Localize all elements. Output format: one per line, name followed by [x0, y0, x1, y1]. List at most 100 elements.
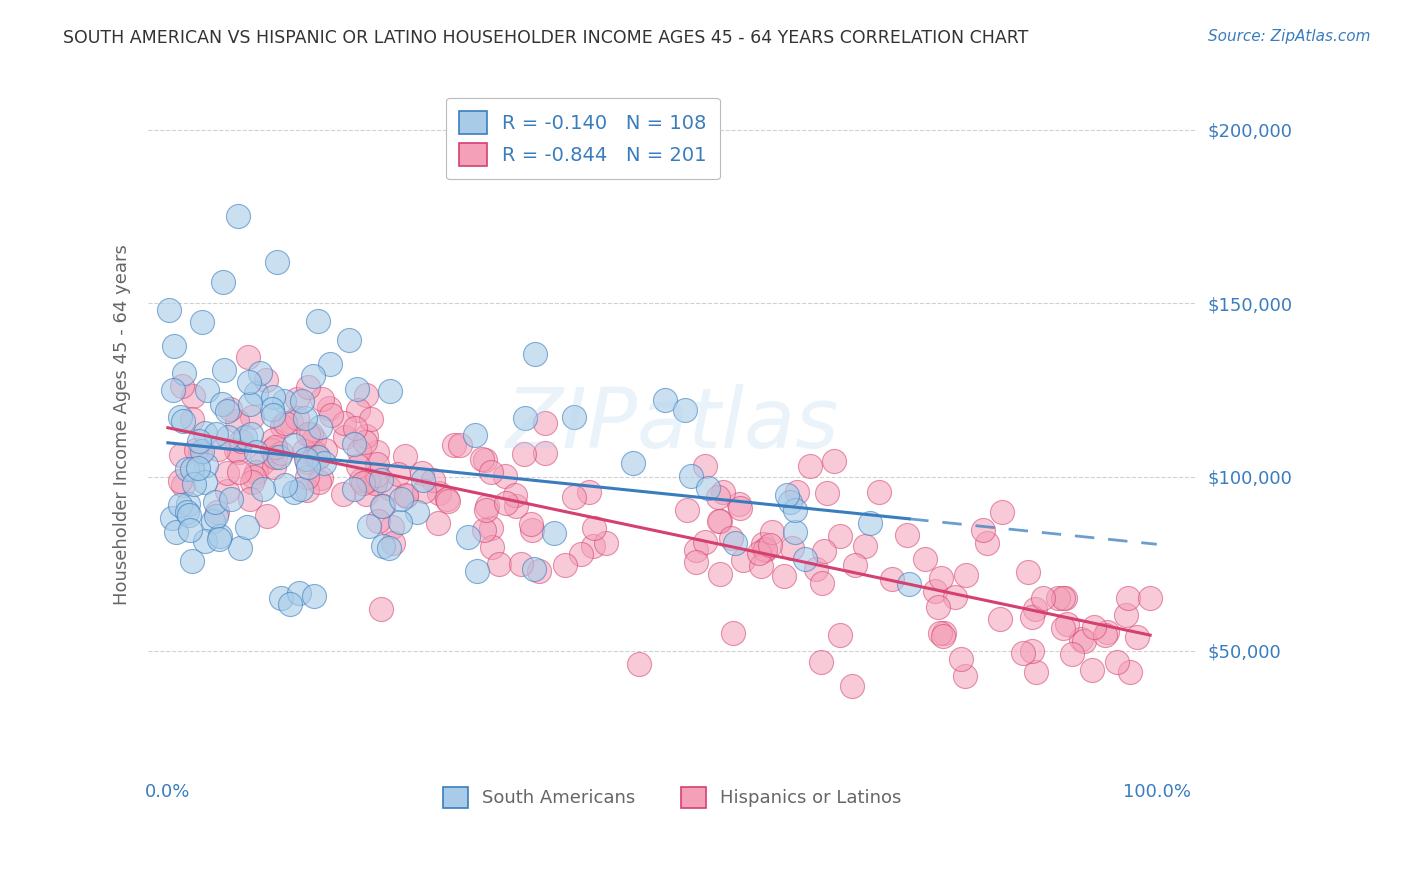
Point	[270, 591, 292, 605]
Point	[685, 543, 707, 558]
Point	[212, 275, 235, 289]
Point	[799, 458, 821, 473]
Point	[267, 450, 290, 464]
Point	[519, 516, 541, 531]
Point	[290, 482, 312, 496]
Point	[302, 432, 325, 446]
Point	[352, 475, 374, 490]
Point	[706, 491, 728, 505]
Point	[285, 410, 308, 425]
Point	[205, 508, 228, 523]
Point	[262, 409, 284, 423]
Point	[953, 669, 976, 683]
Point	[215, 404, 238, 418]
Point	[1073, 634, 1095, 648]
Point	[828, 627, 851, 641]
Point	[262, 390, 284, 404]
Point	[215, 467, 238, 481]
Point	[354, 429, 377, 443]
Point	[972, 523, 994, 537]
Point	[524, 347, 547, 361]
Point	[181, 412, 204, 426]
Point	[749, 558, 772, 573]
Text: ZIPatlas: ZIPatlas	[505, 384, 839, 466]
Point	[371, 499, 394, 513]
Point	[195, 383, 218, 397]
Point	[194, 475, 217, 490]
Point	[554, 558, 576, 572]
Point	[307, 450, 329, 464]
Point	[229, 434, 252, 449]
Point	[204, 427, 226, 442]
Point	[240, 475, 263, 489]
Point	[176, 506, 198, 520]
Point	[811, 575, 834, 590]
Point	[728, 501, 751, 516]
Point	[759, 538, 782, 552]
Point	[346, 403, 368, 417]
Point	[976, 536, 998, 550]
Point	[278, 597, 301, 611]
Point	[676, 503, 699, 517]
Point	[412, 474, 434, 488]
Point	[377, 481, 399, 495]
Point	[188, 434, 211, 448]
Point	[695, 535, 717, 549]
Point	[754, 541, 776, 556]
Point	[1017, 565, 1039, 579]
Point	[333, 416, 356, 430]
Point	[260, 443, 283, 458]
Point	[927, 600, 949, 615]
Point	[183, 476, 205, 491]
Point	[370, 602, 392, 616]
Point	[245, 466, 267, 480]
Point	[347, 444, 370, 458]
Point	[228, 466, 250, 480]
Point	[181, 389, 204, 403]
Point	[297, 426, 319, 441]
Point	[707, 515, 730, 529]
Point	[304, 446, 326, 460]
Point	[449, 438, 471, 452]
Point	[868, 485, 890, 500]
Point	[991, 505, 1014, 519]
Point	[333, 430, 356, 444]
Point	[321, 408, 343, 422]
Point	[564, 410, 586, 425]
Point	[475, 499, 498, 513]
Point	[233, 430, 256, 444]
Point	[844, 558, 866, 573]
Point	[184, 442, 207, 457]
Point	[494, 468, 516, 483]
Point	[1081, 663, 1104, 677]
Point	[299, 427, 322, 442]
Point	[364, 476, 387, 491]
Point	[266, 254, 288, 268]
Point	[931, 571, 953, 585]
Point	[505, 499, 527, 513]
Point	[627, 657, 650, 672]
Point	[1052, 621, 1074, 635]
Point	[283, 485, 305, 500]
Point	[1021, 644, 1043, 658]
Point	[804, 562, 827, 576]
Legend: South Americans, Hispanics or Latinos: South Americans, Hispanics or Latinos	[436, 780, 910, 815]
Point	[673, 402, 696, 417]
Point	[307, 450, 329, 464]
Point	[209, 529, 232, 543]
Point	[173, 366, 195, 380]
Point	[479, 465, 502, 479]
Point	[422, 473, 444, 487]
Point	[1012, 646, 1035, 660]
Point	[464, 428, 486, 442]
Point	[239, 492, 262, 507]
Point	[720, 531, 742, 545]
Point	[366, 444, 388, 458]
Point	[309, 471, 332, 485]
Point	[236, 520, 259, 534]
Point	[389, 516, 412, 530]
Point	[346, 382, 368, 396]
Point	[177, 497, 200, 511]
Point	[367, 514, 389, 528]
Point	[853, 540, 876, 554]
